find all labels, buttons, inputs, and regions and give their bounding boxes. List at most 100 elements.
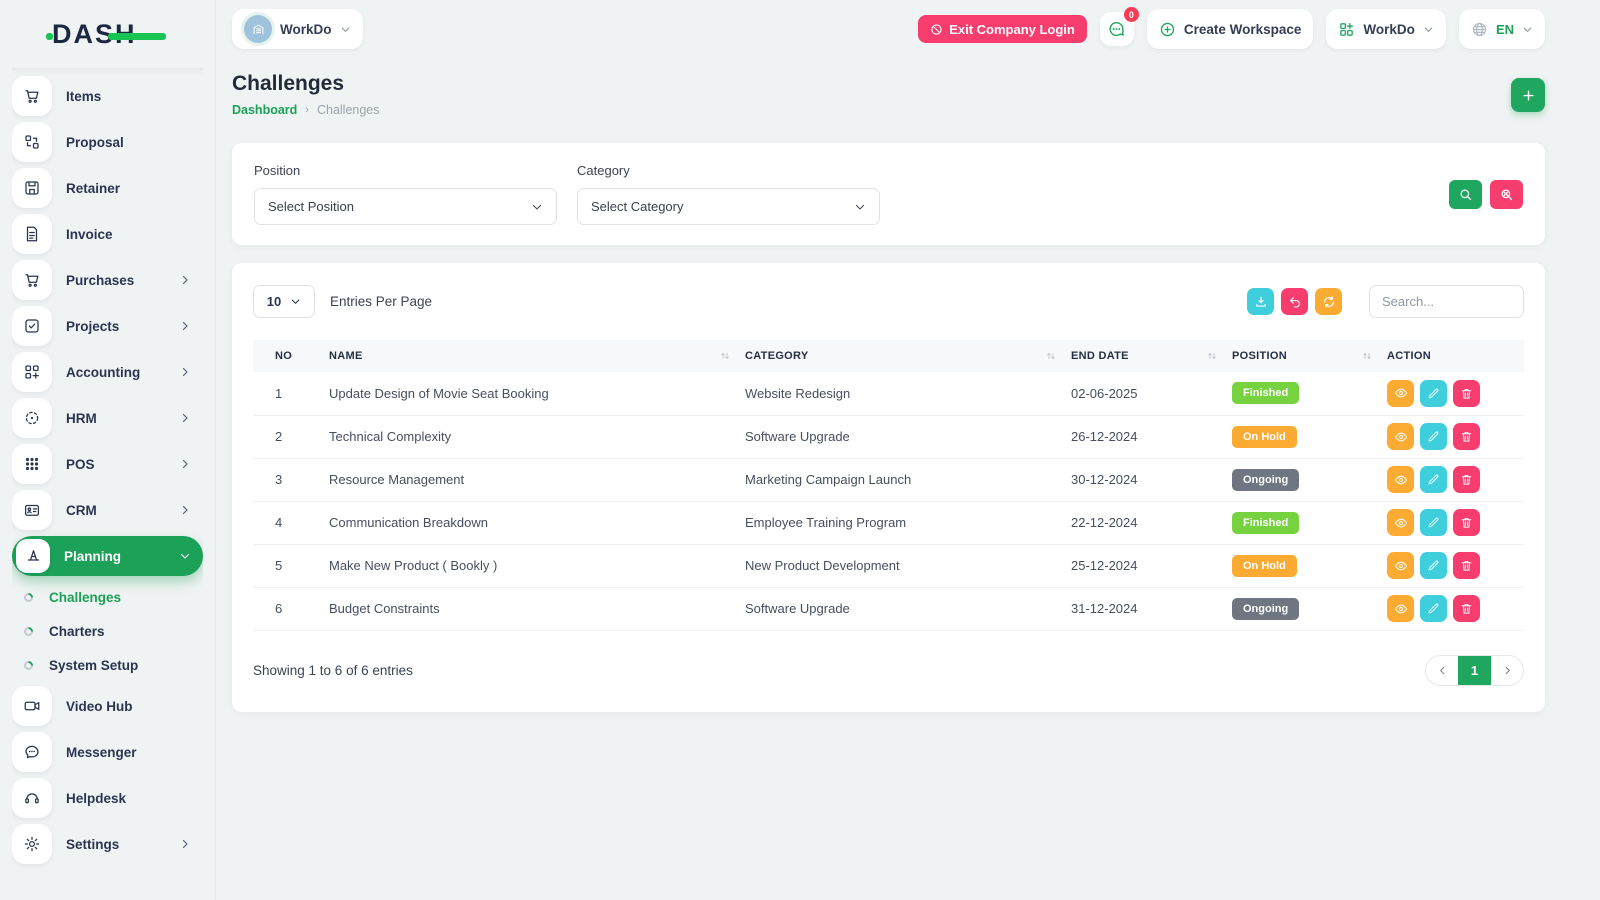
sidebar-item-planning[interactable]: Planning: [12, 536, 203, 576]
sidebar-item-crm[interactable]: CRM: [12, 490, 203, 530]
refresh-button[interactable]: [1315, 288, 1342, 315]
cell-category: Employee Training Program: [745, 501, 1071, 545]
eye-icon: [1394, 518, 1407, 527]
cell-no: 5: [253, 544, 329, 588]
pagination: 1: [1425, 654, 1524, 686]
sidebar-item-hrm[interactable]: HRM: [12, 398, 203, 438]
sidebar-item-invoice[interactable]: Invoice: [12, 214, 203, 254]
column-header-end-date[interactable]: END DATE: [1071, 340, 1232, 372]
delete-button[interactable]: [1453, 379, 1480, 407]
edit-button[interactable]: [1420, 552, 1447, 579]
next-page-button[interactable]: [1491, 656, 1523, 685]
table-row: 1 Update Design of Movie Seat Booking We…: [253, 372, 1524, 416]
sidebar-item-accounting[interactable]: Accounting: [12, 352, 203, 392]
category-select[interactable]: Select Category: [577, 188, 880, 225]
view-button[interactable]: [1387, 595, 1414, 622]
sidebar-subitem-charters[interactable]: Charters: [22, 616, 203, 646]
exit-company-login-button[interactable]: Exit Company Login: [918, 15, 1087, 43]
apply-filter-button[interactable]: [1449, 179, 1482, 209]
gear-icon: [12, 824, 52, 864]
workdo-menu-button[interactable]: WorkDo: [1326, 9, 1446, 49]
sidebar-subitem-system-setup[interactable]: System Setup: [22, 650, 203, 680]
chevron-left-icon: [1439, 666, 1444, 674]
sidebar-item-projects[interactable]: Projects: [12, 306, 203, 346]
ban-icon: [931, 23, 942, 35]
download-icon: [1255, 296, 1266, 307]
refresh-icon: [1323, 295, 1334, 308]
table-search-input[interactable]: [1369, 285, 1524, 318]
breadcrumb-current: Challenges: [316, 103, 380, 117]
edit-button[interactable]: [1420, 466, 1447, 493]
create-workspace-button[interactable]: Create Workspace: [1146, 9, 1314, 49]
view-button[interactable]: [1387, 379, 1414, 407]
sidebar-item-messenger[interactable]: Messenger: [12, 732, 203, 772]
chevron-right-icon: [179, 458, 191, 470]
column-header-action: ACTION: [1387, 340, 1524, 372]
page-number-current[interactable]: 1: [1458, 655, 1491, 685]
column-header-category[interactable]: CATEGORY: [745, 340, 1071, 372]
topbar: WorkDo Exit Company Login 0 Create Works…: [232, 0, 1545, 58]
view-button[interactable]: [1387, 509, 1414, 536]
video-camera-icon: [12, 686, 52, 726]
sidebar-item-pos[interactable]: POS: [12, 444, 203, 484]
category-filter-label: Category: [577, 163, 630, 178]
edit-button[interactable]: [1420, 379, 1447, 407]
clear-filter-button[interactable]: [1490, 179, 1523, 209]
pencil-icon: [1428, 431, 1439, 442]
table-row: 6 Budget Constraints Software Upgrade 31…: [253, 587, 1524, 631]
column-header-position[interactable]: POSITION: [1232, 340, 1387, 372]
brand-logo[interactable]: DASH: [12, 14, 203, 54]
view-button[interactable]: [1387, 552, 1414, 579]
workdo-menu-label: WorkDo: [1363, 21, 1415, 37]
chevron-right-icon: [179, 838, 191, 850]
entries-per-page-label: Entries Per Page: [330, 294, 433, 309]
cell-no: 2: [253, 415, 329, 459]
challenges-table: NO NAME CATEGORY END DATE POSITION ACTIO…: [253, 340, 1524, 631]
delete-button[interactable]: [1453, 509, 1480, 536]
sidebar-item-helpdesk[interactable]: Helpdesk: [12, 778, 203, 818]
chevron-right-icon: [179, 504, 191, 516]
chevron-right-icon: [1505, 666, 1510, 674]
add-challenge-button[interactable]: [1511, 78, 1545, 112]
breadcrumb-dashboard-link[interactable]: Dashboard: [232, 103, 298, 117]
delete-button[interactable]: [1453, 595, 1480, 622]
edit-button[interactable]: [1420, 423, 1447, 450]
delete-button[interactable]: [1453, 552, 1480, 579]
position-select[interactable]: Select Position: [254, 188, 557, 225]
entries-summary: Showing 1 to 6 of 6 entries: [253, 662, 413, 678]
workspace-switcher[interactable]: WorkDo: [232, 9, 363, 49]
undo-button[interactable]: [1281, 288, 1308, 315]
sidebar-item-video-hub[interactable]: Video Hub: [12, 686, 203, 726]
sidebar-item-proposal[interactable]: Proposal: [12, 122, 203, 162]
view-button[interactable]: [1387, 466, 1414, 493]
delete-button[interactable]: [1453, 423, 1480, 450]
logo-accent-dot: [46, 33, 53, 40]
edit-button[interactable]: [1420, 509, 1447, 536]
status-badge: On Hold: [1232, 554, 1297, 577]
sidebar-item-retainer[interactable]: Retainer: [12, 168, 203, 208]
sidebar-subitem-challenges[interactable]: Challenges: [22, 582, 203, 612]
edit-button[interactable]: [1420, 595, 1447, 622]
cart-icon: [12, 76, 52, 116]
delete-button[interactable]: [1453, 466, 1480, 493]
plus-icon: [1522, 89, 1534, 101]
per-page-value: 10: [266, 294, 282, 309]
column-header-no[interactable]: NO: [253, 340, 329, 372]
eye-icon: [1394, 388, 1407, 398]
plus-circle-icon: [1160, 22, 1175, 36]
save-icon: [12, 168, 52, 208]
entries-per-page-select[interactable]: 10: [253, 285, 315, 318]
sidebar-item-settings[interactable]: Settings: [12, 824, 203, 864]
prev-page-button[interactable]: [1426, 656, 1458, 685]
view-button[interactable]: [1387, 423, 1414, 450]
sidebar-item-purchases[interactable]: Purchases: [12, 260, 203, 300]
sort-icon: [1361, 350, 1373, 362]
table-row: 3 Resource Management Marketing Campaign…: [253, 458, 1524, 502]
messages-button[interactable]: 0: [1099, 7, 1139, 46]
sidebar-item-label: Settings: [66, 836, 120, 852]
chevron-down-icon: [1424, 27, 1433, 32]
column-header-name[interactable]: NAME: [329, 340, 745, 372]
language-selector[interactable]: EN: [1458, 9, 1545, 49]
sidebar-item-items[interactable]: Items: [12, 76, 203, 116]
export-button[interactable]: [1247, 288, 1274, 315]
